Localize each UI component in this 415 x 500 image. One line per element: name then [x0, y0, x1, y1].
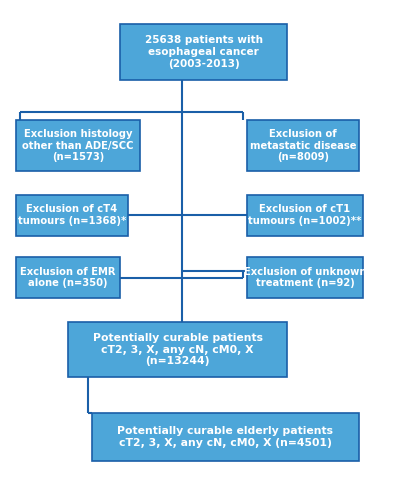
Text: Exclusion of cT4
tumours (n=1368)*: Exclusion of cT4 tumours (n=1368)* [18, 204, 126, 226]
Text: Exclusion histology
other than ADE/SCC
(n=1573): Exclusion histology other than ADE/SCC (… [22, 129, 134, 162]
Text: Potentially curable elderly patients
cT2, 3, X, any cN, cM0, X (n=4501): Potentially curable elderly patients cT2… [117, 426, 333, 448]
FancyBboxPatch shape [16, 120, 140, 171]
FancyBboxPatch shape [120, 24, 287, 80]
FancyBboxPatch shape [16, 195, 128, 235]
Text: 25638 patients with
esophageal cancer
(2003-2013): 25638 patients with esophageal cancer (2… [144, 36, 263, 68]
FancyBboxPatch shape [247, 195, 363, 235]
FancyBboxPatch shape [16, 257, 120, 298]
Text: Potentially curable patients
cT2, 3, X, any cN, cM0, X
(n=13244): Potentially curable patients cT2, 3, X, … [93, 333, 263, 366]
FancyBboxPatch shape [247, 120, 359, 171]
FancyBboxPatch shape [247, 257, 363, 298]
Text: Exclusion of unknown
treatment (n=92): Exclusion of unknown treatment (n=92) [244, 267, 366, 288]
FancyBboxPatch shape [92, 413, 359, 461]
Text: Exclusion of cT1
tumours (n=1002)**: Exclusion of cT1 tumours (n=1002)** [248, 204, 362, 226]
Text: Exclusion of
metastatic disease
(n=8009): Exclusion of metastatic disease (n=8009) [250, 129, 356, 162]
Text: Exclusion of EMR
alone (n=350): Exclusion of EMR alone (n=350) [20, 267, 116, 288]
FancyBboxPatch shape [68, 322, 287, 377]
